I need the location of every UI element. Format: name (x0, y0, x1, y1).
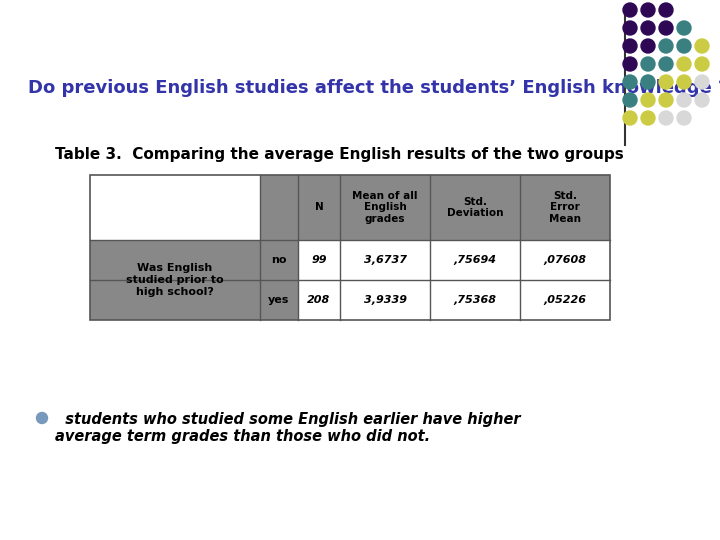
Text: Table 3.  Comparing the average English results of the two groups: Table 3. Comparing the average English r… (55, 147, 624, 163)
Circle shape (623, 111, 637, 125)
Text: Std.
Error
Mean: Std. Error Mean (549, 191, 581, 224)
Text: students who studied some English earlier have higher
average term grades than t: students who studied some English earlie… (55, 412, 521, 444)
Text: Std.
Deviation: Std. Deviation (446, 197, 503, 218)
Circle shape (677, 93, 691, 107)
Text: 99: 99 (311, 255, 327, 265)
Circle shape (695, 39, 709, 53)
Circle shape (659, 93, 673, 107)
Text: yes: yes (269, 295, 289, 305)
Circle shape (695, 93, 709, 107)
Circle shape (659, 57, 673, 71)
Circle shape (659, 39, 673, 53)
Circle shape (677, 57, 691, 71)
Text: Mean of all
English
grades: Mean of all English grades (352, 191, 418, 224)
Circle shape (659, 75, 673, 89)
Circle shape (659, 3, 673, 17)
Text: Do previous English studies affect the students’ English knowledge ?: Do previous English studies affect the s… (28, 79, 720, 97)
Text: Was English
studied prior to
high school?: Was English studied prior to high school… (126, 264, 224, 296)
Circle shape (641, 57, 655, 71)
Circle shape (677, 111, 691, 125)
Circle shape (623, 21, 637, 35)
Text: ,05226: ,05226 (544, 295, 587, 305)
Circle shape (37, 413, 48, 423)
Text: 3,6737: 3,6737 (364, 255, 407, 265)
FancyBboxPatch shape (90, 175, 260, 240)
Circle shape (695, 75, 709, 89)
Circle shape (641, 21, 655, 35)
Circle shape (677, 21, 691, 35)
Text: 3,9339: 3,9339 (364, 295, 407, 305)
Circle shape (623, 3, 637, 17)
Circle shape (677, 39, 691, 53)
Circle shape (623, 75, 637, 89)
Circle shape (641, 93, 655, 107)
Text: ,75368: ,75368 (454, 295, 497, 305)
Text: ,75694: ,75694 (454, 255, 497, 265)
Circle shape (677, 75, 691, 89)
Text: N: N (315, 202, 323, 213)
FancyBboxPatch shape (90, 240, 298, 280)
Circle shape (623, 93, 637, 107)
Circle shape (659, 21, 673, 35)
FancyBboxPatch shape (298, 280, 610, 320)
Circle shape (659, 111, 673, 125)
Text: no: no (271, 255, 287, 265)
FancyBboxPatch shape (298, 240, 610, 280)
Circle shape (641, 39, 655, 53)
FancyBboxPatch shape (90, 280, 298, 320)
Circle shape (695, 57, 709, 71)
Circle shape (641, 111, 655, 125)
Text: 208: 208 (307, 295, 330, 305)
Circle shape (623, 39, 637, 53)
Circle shape (641, 75, 655, 89)
Circle shape (623, 57, 637, 71)
FancyBboxPatch shape (90, 175, 610, 240)
Text: ,07608: ,07608 (544, 255, 587, 265)
Circle shape (641, 3, 655, 17)
